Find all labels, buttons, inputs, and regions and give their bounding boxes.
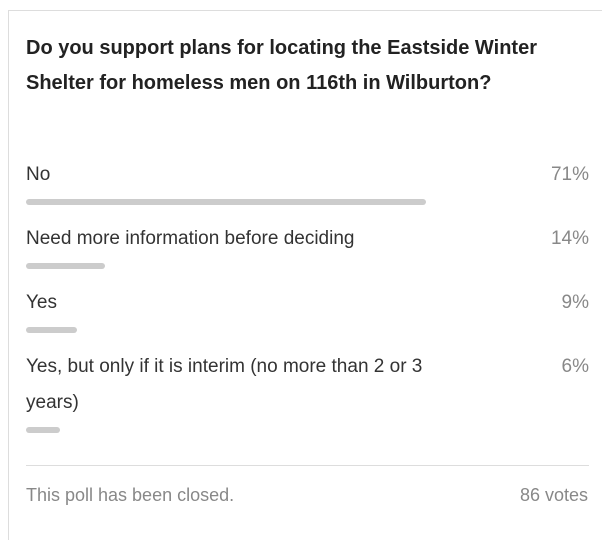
poll-option: Yes 9%: [26, 285, 589, 333]
option-percent: 6%: [561, 356, 589, 377]
option-label: Need more information before deciding: [26, 228, 355, 249]
result-bar: [26, 427, 60, 433]
bar-track: [26, 199, 589, 205]
poll-status: This poll has been closed.: [26, 485, 235, 505]
vote-count: 86 votes: [519, 485, 588, 505]
option-percent: 71%: [550, 164, 589, 185]
option-label: Yes, but only if it is interim (no more …: [26, 356, 423, 413]
separator: [26, 465, 589, 466]
option-percent: 9%: [561, 292, 589, 313]
option-percent: 14%: [550, 228, 589, 249]
result-bar: [26, 327, 77, 333]
bar-track: [26, 327, 589, 333]
option-label: No: [26, 164, 51, 185]
poll-card: Do you support plans for locating the Ea…: [8, 10, 602, 540]
result-bar: [26, 263, 105, 269]
poll-title: Do you support plans for locating the Ea…: [26, 37, 537, 94]
poll-options: No 71% Need more information before decidi…: [26, 157, 589, 449]
option-label: Yes: [26, 292, 57, 313]
bar-track: [26, 427, 589, 433]
poll-option: Yes, but only if it is interim (no more …: [26, 349, 589, 433]
result-bar: [26, 199, 426, 205]
poll-option: Need more information before deciding 14%: [26, 221, 589, 269]
poll-option: No 71%: [26, 157, 589, 205]
bar-track: [26, 263, 589, 269]
